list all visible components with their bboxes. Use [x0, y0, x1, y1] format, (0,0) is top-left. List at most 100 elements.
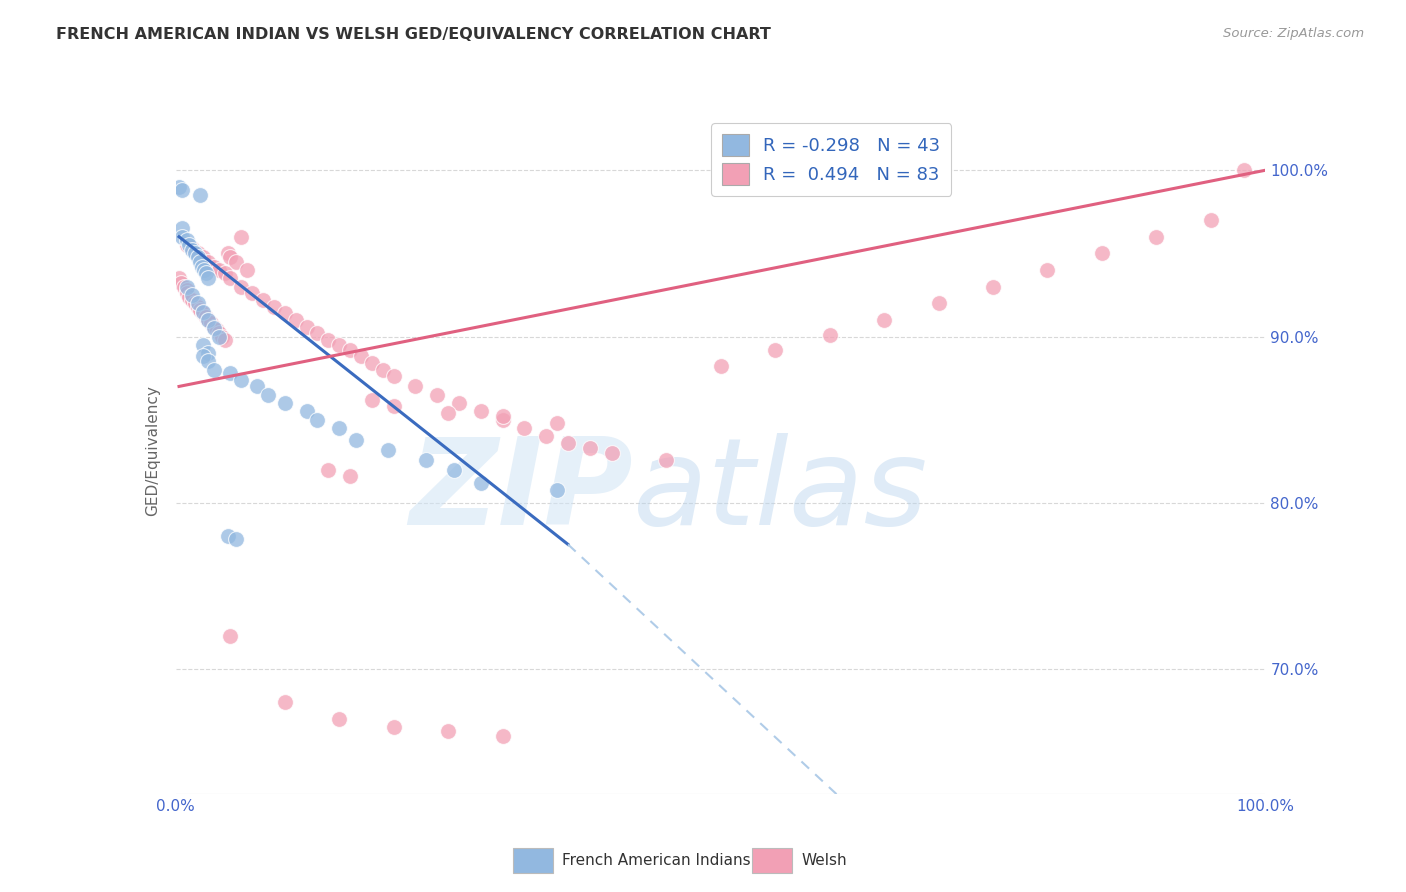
Point — [214, 333, 236, 347]
Point — [1036, 263, 1059, 277]
Point — [211, 329, 233, 343]
Point — [195, 266, 218, 280]
FancyBboxPatch shape — [513, 848, 553, 873]
Point — [184, 296, 207, 310]
Point — [546, 483, 568, 497]
Point — [307, 413, 329, 427]
FancyBboxPatch shape — [752, 848, 792, 873]
Point — [350, 350, 373, 364]
Point — [240, 286, 263, 301]
Point — [176, 279, 198, 293]
Point — [492, 729, 515, 743]
Point — [382, 720, 405, 734]
Point — [382, 369, 405, 384]
Point — [191, 250, 214, 264]
Point — [1144, 229, 1167, 244]
Point — [188, 188, 211, 202]
Point — [197, 254, 219, 268]
Point — [492, 413, 515, 427]
Point — [186, 300, 209, 314]
Point — [195, 310, 218, 324]
Point — [318, 462, 340, 476]
Point — [546, 416, 568, 430]
Point — [167, 271, 190, 285]
Point — [191, 306, 214, 320]
Point — [447, 396, 470, 410]
Point — [437, 406, 460, 420]
Point — [235, 263, 257, 277]
Point — [219, 250, 242, 264]
Point — [172, 183, 194, 197]
Text: Welsh: Welsh — [801, 854, 846, 868]
Point — [173, 279, 195, 293]
Point — [415, 452, 437, 467]
Text: FRENCH AMERICAN INDIAN VS WELSH GED/EQUIVALENCY CORRELATION CHART: FRENCH AMERICAN INDIAN VS WELSH GED/EQUI… — [56, 27, 770, 42]
Point — [344, 433, 367, 447]
Point — [191, 304, 214, 318]
Point — [405, 379, 427, 393]
Point — [710, 359, 733, 374]
Point — [214, 266, 236, 280]
Point — [328, 712, 350, 726]
Point — [426, 388, 449, 402]
Point — [274, 396, 297, 410]
Point — [307, 326, 329, 341]
Text: Source: ZipAtlas.com: Source: ZipAtlas.com — [1223, 27, 1364, 40]
Point — [873, 313, 896, 327]
Point — [186, 250, 209, 264]
Point — [557, 436, 579, 450]
Point — [360, 356, 382, 370]
Point — [191, 350, 214, 364]
Point — [208, 329, 231, 343]
Point — [202, 260, 225, 274]
Point — [167, 179, 190, 194]
Point — [225, 254, 247, 268]
Point — [181, 243, 204, 257]
Point — [197, 346, 219, 360]
Point — [217, 529, 239, 543]
Point — [186, 296, 209, 310]
Point — [246, 379, 269, 393]
Point — [231, 373, 253, 387]
Point — [328, 421, 350, 435]
Point — [274, 306, 297, 320]
Point — [177, 238, 200, 252]
Point — [197, 354, 219, 368]
Point — [219, 271, 242, 285]
Point — [600, 446, 623, 460]
Point — [176, 238, 198, 252]
Point — [181, 288, 204, 302]
Point — [763, 343, 786, 357]
Point — [470, 404, 492, 418]
Legend: R = -0.298   N = 43, R =  0.494   N = 83: R = -0.298 N = 43, R = 0.494 N = 83 — [711, 123, 952, 196]
Point — [188, 302, 211, 317]
Point — [177, 290, 200, 304]
Point — [176, 233, 198, 247]
Point — [328, 338, 350, 352]
Point — [176, 283, 198, 297]
Point — [197, 313, 219, 327]
Point — [231, 279, 253, 293]
Point — [492, 409, 515, 424]
Point — [181, 241, 204, 255]
Point — [579, 441, 602, 455]
Point — [225, 533, 247, 547]
Point — [318, 333, 340, 347]
Point — [470, 475, 492, 490]
Point — [200, 316, 222, 330]
Point — [186, 246, 209, 260]
Point — [202, 319, 225, 334]
Point — [219, 629, 242, 643]
Point — [217, 246, 239, 260]
Point — [274, 695, 297, 709]
Point — [371, 363, 394, 377]
Point — [191, 260, 214, 274]
Point — [295, 319, 318, 334]
Point — [208, 326, 231, 341]
Point — [202, 321, 225, 335]
Point — [184, 246, 207, 260]
Point — [284, 313, 307, 327]
Point — [443, 462, 465, 476]
Point — [208, 263, 231, 277]
Point — [1232, 163, 1256, 178]
